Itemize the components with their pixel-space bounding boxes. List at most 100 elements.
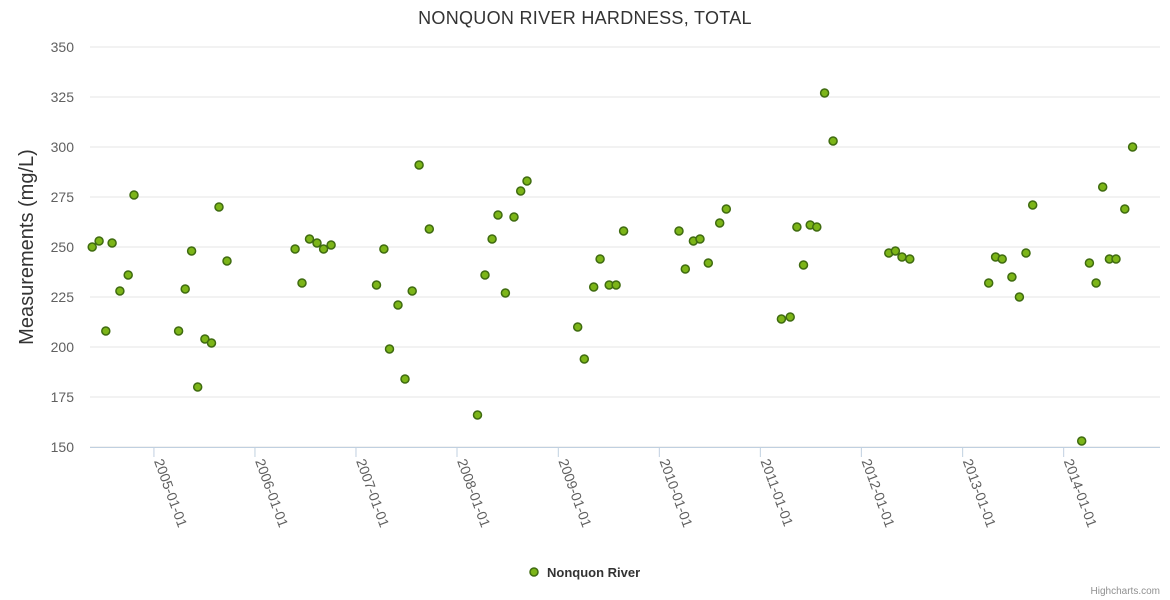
data-point xyxy=(618,226,629,236)
data-point xyxy=(1014,292,1025,302)
data-point xyxy=(897,252,907,262)
data-point xyxy=(407,286,417,296)
legend[interactable]: Nonquon River xyxy=(529,565,640,580)
data-point xyxy=(828,136,838,146)
y-tick-label: 250 xyxy=(51,239,75,255)
y-axis-ticks: 150 175 200 225 250 275 300 325 350 xyxy=(51,39,75,455)
data-point xyxy=(1120,204,1130,214)
data-point xyxy=(297,278,307,288)
data-point xyxy=(493,210,503,220)
series-nonquon-river-points xyxy=(87,88,1138,446)
data-point xyxy=(304,234,315,244)
data-point xyxy=(206,338,217,348)
data-point xyxy=(312,238,322,248)
data-point xyxy=(290,244,300,254)
data-point xyxy=(579,354,590,364)
data-point xyxy=(129,190,139,200)
x-tick-label: 2013-01-01 xyxy=(960,457,1000,530)
data-point xyxy=(812,222,822,232)
data-point xyxy=(819,88,830,98)
data-point xyxy=(1111,254,1121,264)
data-point xyxy=(1084,258,1095,268)
data-point xyxy=(703,258,714,268)
data-point xyxy=(1097,182,1108,192)
data-point xyxy=(393,300,403,310)
y-tick-label: 325 xyxy=(51,89,75,105)
x-tick-label: 2012-01-01 xyxy=(859,457,899,530)
data-point xyxy=(721,204,732,214)
data-point xyxy=(200,334,210,344)
x-tick-label: 2014-01-01 xyxy=(1061,457,1101,530)
y-tick-label: 275 xyxy=(51,189,75,205)
x-tick-label: 2010-01-01 xyxy=(657,457,697,530)
data-point xyxy=(1091,278,1101,288)
data-point xyxy=(997,254,1007,264)
data-point xyxy=(798,260,809,270)
x-tick-label: 2007-01-01 xyxy=(353,457,393,530)
data-point xyxy=(1007,272,1017,282)
data-point xyxy=(480,270,490,280)
y-tick-label: 150 xyxy=(51,439,75,455)
y-tick-label: 350 xyxy=(51,39,75,55)
data-point xyxy=(714,218,725,228)
x-tick-label: 2009-01-01 xyxy=(555,457,595,530)
data-point xyxy=(180,284,190,294)
data-point xyxy=(509,212,519,222)
data-point xyxy=(674,226,684,236)
data-point xyxy=(173,326,184,336)
data-point xyxy=(522,176,532,186)
legend-marker-icon[interactable] xyxy=(529,567,539,577)
data-point xyxy=(400,374,410,384)
x-tick-label: 2006-01-01 xyxy=(252,457,292,530)
data-point xyxy=(94,236,104,246)
data-point xyxy=(379,244,389,254)
data-point xyxy=(371,280,382,290)
data-point xyxy=(123,270,133,280)
data-point xyxy=(487,234,497,244)
data-point xyxy=(115,286,125,296)
data-point xyxy=(1021,248,1031,258)
data-point xyxy=(472,410,483,420)
x-axis-ticks: 2005-01-01 2006-01-01 2007-01-01 2008-01-01… xyxy=(151,447,1100,530)
x-tick-label: 2011-01-01 xyxy=(758,457,797,529)
data-point xyxy=(611,280,621,290)
y-tick-label: 200 xyxy=(51,339,75,355)
y-gridlines xyxy=(90,46,1160,448)
data-point xyxy=(1076,436,1087,446)
data-point xyxy=(500,288,511,298)
data-point xyxy=(890,246,901,256)
data-point xyxy=(983,278,994,288)
data-point xyxy=(515,186,526,196)
data-point xyxy=(1127,142,1138,152)
data-point xyxy=(214,202,224,212)
data-point xyxy=(87,242,97,252)
data-point xyxy=(101,326,111,336)
data-point xyxy=(1027,200,1038,210)
x-tick-label: 2008-01-01 xyxy=(454,457,494,530)
data-point xyxy=(222,256,232,266)
y-axis-label: Measurements (mg/L) xyxy=(16,149,38,345)
data-point xyxy=(905,254,915,264)
data-point xyxy=(107,238,117,248)
data-point xyxy=(588,282,599,292)
data-point xyxy=(595,254,605,264)
data-point xyxy=(186,246,197,256)
y-tick-label: 175 xyxy=(51,389,75,405)
chart-title: NONQUON RIVER HARDNESS, TOTAL xyxy=(418,8,752,28)
y-tick-label: 225 xyxy=(51,289,75,305)
data-point xyxy=(424,224,435,234)
legend-item-label[interactable]: Nonquon River xyxy=(547,565,640,580)
data-point xyxy=(318,244,329,254)
data-point xyxy=(695,234,705,244)
credits-link[interactable]: Highcharts.com xyxy=(1091,586,1160,597)
data-point xyxy=(384,344,395,354)
y-tick-label: 300 xyxy=(51,139,75,155)
data-point xyxy=(785,312,795,322)
data-point xyxy=(792,222,802,232)
data-point xyxy=(192,382,203,392)
data-point xyxy=(414,160,424,170)
data-point xyxy=(572,322,583,332)
data-point xyxy=(776,314,787,324)
data-point xyxy=(680,264,691,274)
